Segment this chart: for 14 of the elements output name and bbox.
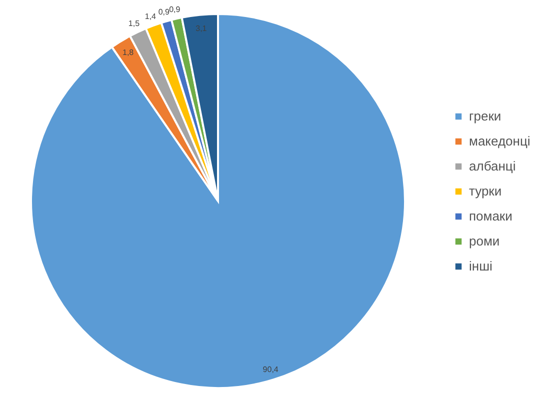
data-label: 0,9: [158, 8, 170, 17]
legend-label: роми: [469, 234, 500, 248]
data-label: 1,4: [144, 12, 157, 22]
legend-label: інші: [469, 258, 492, 274]
legend-label: турки: [469, 184, 502, 198]
legend-label: греки: [469, 108, 502, 124]
legend-label: албанці: [469, 158, 516, 174]
data-label: 90,4: [262, 365, 279, 374]
legend-label: помаки: [469, 208, 512, 224]
data-label: 1,5: [128, 18, 140, 28]
data-label: 0,9: [169, 4, 181, 14]
data-label: 1,8: [122, 48, 134, 58]
legend-label: македонці: [469, 134, 530, 148]
data-label: 3,1: [196, 24, 208, 33]
